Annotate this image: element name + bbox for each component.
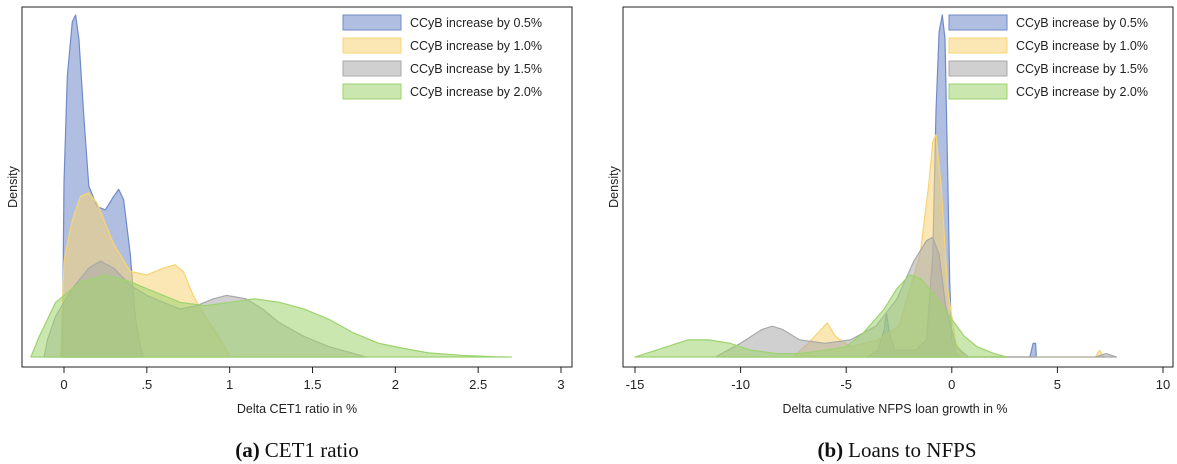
x-tick-label: .5 <box>141 377 152 392</box>
x-axis-ticks: 0 .5 1 1.5 2 2.5 3 <box>60 367 565 392</box>
legend-swatch <box>342 83 402 100</box>
legend-swatch <box>342 60 402 77</box>
caption: (b) Loans to NFPS <box>817 438 976 462</box>
caption-label: (a) <box>235 438 260 462</box>
legend-swatch <box>948 83 1008 100</box>
caption-text: Loans to NFPS <box>848 438 976 462</box>
x-tick-label: -10 <box>731 377 750 392</box>
legend: CCyB increase by 0.5% CCyB increase by 1.… <box>342 14 542 100</box>
y-axis-label: Density <box>6 165 20 207</box>
x-tick-label: 5 <box>1054 377 1061 392</box>
caption: (a) CET1 ratio <box>235 438 358 462</box>
legend-label: CCyB increase by 2.0% <box>1016 85 1148 99</box>
caption-label: (b) <box>817 438 843 462</box>
density-series-4 <box>634 274 1008 358</box>
x-tick-label: -5 <box>840 377 852 392</box>
legend: CCyB increase by 0.5% CCyB increase by 1.… <box>948 14 1148 100</box>
panel-cet1-ratio: 0 .5 1 1.5 2 2.5 3 Delta CET1 ratio in % Densi… <box>6 6 573 462</box>
panel-loans-to-nfps: -15 -10 -5 0 5 10 Delta cumulative NFPS loan … <box>607 6 1174 462</box>
x-tick-label: 0 <box>60 377 67 392</box>
legend-swatch <box>342 14 402 31</box>
legend-swatch <box>948 60 1008 77</box>
x-tick-label: -15 <box>626 377 645 392</box>
x-axis-ticks: -15 -10 -5 0 5 10 <box>626 367 1170 392</box>
x-axis-label: Delta CET1 ratio in % <box>237 402 357 416</box>
x-tick-label: 1 <box>226 377 233 392</box>
legend-label: CCyB increase by 0.5% <box>410 16 542 30</box>
density-series-4 <box>30 274 512 358</box>
x-tick-label: 1.5 <box>303 377 321 392</box>
legend-swatch <box>342 37 402 54</box>
x-tick-label: 2 <box>392 377 399 392</box>
x-axis-label: Delta cumulative NFPS loan growth in % <box>782 402 1007 416</box>
x-tick-label: 3 <box>557 377 564 392</box>
legend-label: CCyB increase by 2.0% <box>410 85 542 99</box>
y-axis-label: Density <box>607 165 621 207</box>
x-tick-label: 10 <box>1156 377 1170 392</box>
density-areas <box>30 14 512 358</box>
caption-text: CET1 ratio <box>265 438 359 462</box>
legend-label: CCyB increase by 1.0% <box>410 39 542 53</box>
legend-label: CCyB increase by 1.5% <box>1016 62 1148 76</box>
legend-label: CCyB increase by 0.5% <box>1016 16 1148 30</box>
legend-swatch <box>948 37 1008 54</box>
legend-swatch <box>948 14 1008 31</box>
x-tick-label: 2.5 <box>469 377 487 392</box>
legend-label: CCyB increase by 1.5% <box>410 62 542 76</box>
density-areas <box>634 14 1118 358</box>
x-tick-label: 0 <box>948 377 955 392</box>
legend-label: CCyB increase by 1.0% <box>1016 39 1148 53</box>
